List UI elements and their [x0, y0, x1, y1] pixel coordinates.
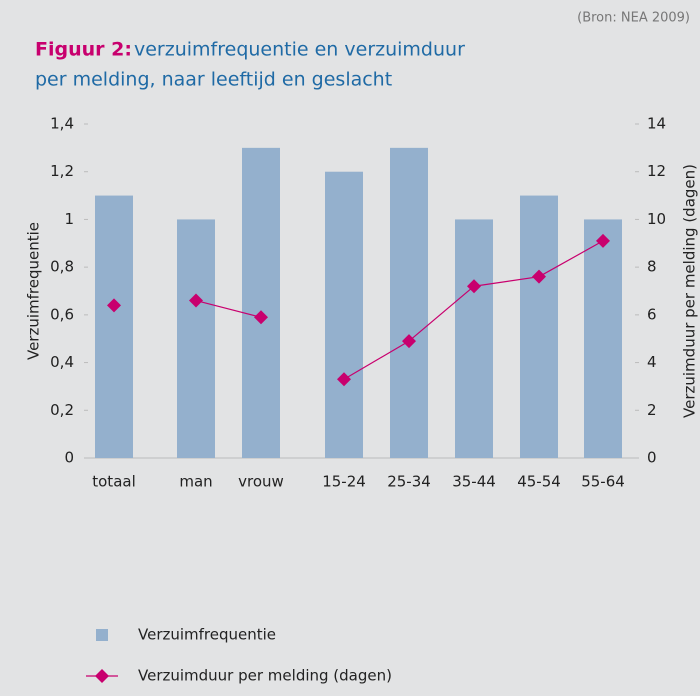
x-tick-label: vrouw	[238, 473, 284, 491]
legend-marker	[95, 669, 109, 683]
legend-label: Verzuimfrequentie	[138, 626, 276, 644]
bar	[390, 147, 428, 458]
y-tick-label: 0,4	[50, 353, 74, 371]
legend-label: Verzuimduur per melding (dagen)	[138, 667, 392, 685]
marker	[337, 372, 351, 387]
y2-tick-label: 0	[647, 449, 657, 467]
y2-tick-label: 6	[647, 305, 657, 323]
marker	[107, 298, 121, 313]
marker	[254, 310, 268, 325]
y2-tick-label: 8	[647, 258, 657, 276]
line-segment	[473, 276, 540, 287]
figure-label: Figuur 2:	[35, 39, 132, 61]
source: (Bron: NEA 2009)	[577, 11, 690, 26]
title-line: per melding, naar leeftijd en geslacht	[35, 69, 392, 91]
y2-tick-label: 2	[647, 401, 657, 419]
bar	[242, 147, 280, 458]
y-tick-label: 0,2	[50, 401, 74, 419]
x-tick-label: totaal	[92, 473, 136, 491]
x-tick-label: 15-24	[322, 473, 366, 491]
bar	[455, 219, 493, 458]
y2-axis-label: Verzuimduur per melding (dagen)	[681, 164, 699, 418]
line-segment	[538, 240, 604, 278]
line-segment	[195, 299, 262, 318]
legend-swatch	[96, 629, 108, 641]
y2-tick-label: 4	[647, 353, 657, 371]
y-tick-label: 0	[64, 449, 74, 467]
marker	[467, 279, 481, 294]
y-tick-label: 1	[64, 210, 74, 228]
x-tick-label: 35-44	[452, 473, 496, 491]
y-tick-label: 0,6	[50, 305, 74, 323]
marker	[189, 293, 203, 308]
marker	[532, 269, 546, 284]
x-tick-label: man	[179, 473, 212, 491]
x-tick-label: 25-34	[387, 473, 431, 491]
x-tick-label: 45-54	[517, 473, 561, 491]
title-line: verzuimfrequentie en verzuimduur	[134, 39, 465, 61]
bar	[520, 195, 558, 459]
y2-tick-label: 12	[647, 162, 666, 180]
x-tick-label: 55-64	[581, 473, 625, 491]
y-tick-label: 1,4	[50, 115, 74, 133]
y-axis-label: Verzuimfrequentie	[25, 222, 43, 360]
bar	[177, 219, 215, 458]
bar	[95, 195, 133, 459]
bar	[584, 219, 622, 458]
marker	[402, 334, 416, 349]
bar	[325, 171, 363, 458]
line-segment	[343, 340, 410, 380]
y2-tick-label: 10	[647, 210, 666, 228]
y-tick-label: 1,2	[50, 162, 74, 180]
line-segment	[408, 285, 475, 342]
y-tick-label: 0,8	[50, 258, 74, 276]
marker	[596, 233, 610, 248]
y2-tick-label: 14	[647, 115, 666, 133]
